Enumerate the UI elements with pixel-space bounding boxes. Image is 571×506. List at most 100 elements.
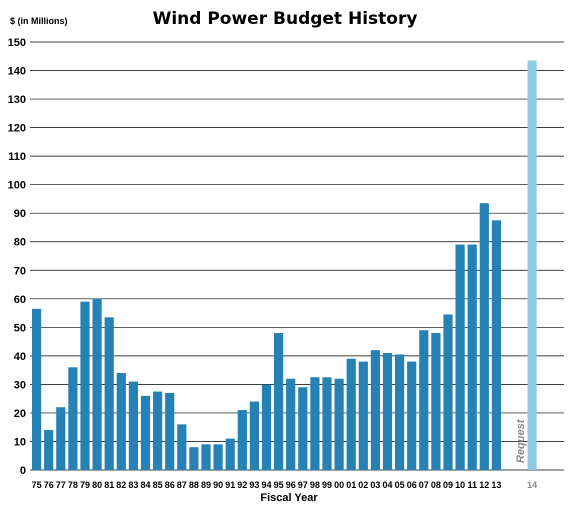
bar [431,333,441,470]
y-tick-label: 100 [8,180,26,192]
x-tick-label: 82 [116,480,126,490]
y-axis-ticks: 0 10 20 30 40 50 60 70 80 90 100 110 120 130 140 150 [8,37,26,477]
x-tick-label: 05 [395,480,405,490]
x-tick-label: 76 [44,480,54,490]
bar [455,244,465,470]
bar [382,353,393,470]
y-tick-label: 80 [14,237,26,249]
x-axis-label: Fiscal Year [260,492,318,504]
y-tick-label: 60 [14,294,26,306]
bar [44,430,54,470]
x-tick-label: 85 [153,480,163,490]
bar [128,381,138,470]
x-tick-label: 91 [225,480,235,490]
x-tick-label: 83 [128,480,138,490]
x-tick-label: 94 [261,480,271,490]
bar [56,407,66,470]
y-tick-label: 140 [8,66,26,78]
bar [116,372,126,470]
bar [213,444,223,470]
x-tick-label: 93 [249,480,259,490]
request-bar [527,60,537,471]
bar [249,401,259,470]
bar [479,203,489,471]
x-tick-label: 89 [201,480,211,490]
x-tick-label: 09 [443,480,453,490]
x-tick-label: 96 [286,480,296,490]
bar [201,444,211,470]
grid-lines [30,41,564,471]
x-tick-label: 81 [104,480,114,490]
y-tick-label: 10 [14,436,26,448]
x-tick-label: 14 [527,480,537,490]
y-tick-label: 110 [8,151,26,163]
x-tick-label: 11 [467,480,477,490]
bar [104,317,114,470]
x-tick-label: 07 [419,480,429,490]
bar [298,387,308,470]
x-tick-label: 08 [431,480,441,490]
bar [80,301,90,470]
x-tick-label: 95 [274,480,284,490]
x-tick-label: 99 [322,480,332,490]
y-tick-label: 70 [14,265,26,277]
x-axis-ticks: 75 76 77 78 79 80 81 82 83 84 85 86 87 88 89 90 91 92 93 94… [32,480,538,490]
x-tick-label: 84 [140,480,150,490]
bars [32,60,537,471]
x-tick-label: 90 [213,480,223,490]
request-annotation: Request [515,418,527,463]
x-tick-label: 92 [237,480,247,490]
x-tick-label: 97 [298,480,308,490]
x-tick-label: 00 [334,480,344,490]
x-tick-label: 75 [32,480,42,490]
y-tick-label: 150 [8,37,26,49]
y-tick-label: 120 [8,123,26,135]
bar [407,361,417,470]
bar [177,424,187,470]
bar [491,220,501,470]
bar [443,314,453,470]
bar [189,447,199,470]
chart-title: Wind Power Budget History [153,9,418,29]
x-tick-label: 98 [310,480,320,490]
y-tick-label: 20 [14,408,26,420]
x-tick-label: 13 [491,480,501,490]
bar [153,391,163,470]
x-tick-label: 86 [165,480,175,490]
bar [68,367,78,470]
x-tick-label: 06 [407,480,417,490]
bar [310,377,320,470]
y-tick-label: 90 [14,208,26,220]
y-axis-unit-label: $ (in Millions) [10,16,68,26]
y-tick-label: 50 [14,322,26,334]
bar [467,244,477,470]
bar [395,354,405,470]
bar [225,438,235,470]
x-tick-label: 80 [92,480,102,490]
y-tick-label: 0 [20,465,26,477]
bar [286,378,296,470]
y-tick-label: 130 [8,94,26,106]
x-tick-label: 01 [346,480,356,490]
x-tick-label: 02 [358,480,368,490]
bar [346,358,356,470]
x-tick-label: 12 [479,480,489,490]
bar [322,377,332,470]
y-tick-label: 30 [14,379,26,391]
bar [419,330,429,470]
x-tick-label: 87 [177,480,187,490]
x-tick-label: 88 [189,480,199,490]
y-tick-label: 40 [14,351,26,363]
x-tick-label: 79 [80,480,90,490]
bar [274,333,284,470]
bar [32,308,42,470]
bar [165,392,175,470]
bar [92,298,102,470]
bar [261,384,272,470]
bar [237,410,247,470]
bar [140,395,151,470]
x-tick-label: 10 [455,480,465,490]
bar [334,378,344,470]
bar [370,350,380,470]
